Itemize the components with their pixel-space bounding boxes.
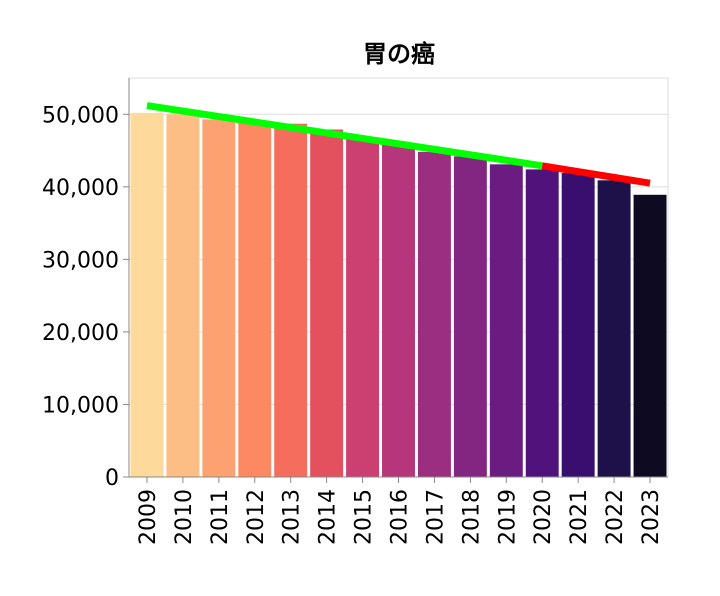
x-tick-label: 2009 [136,489,161,545]
x-tick-label: 2016 [388,489,413,545]
trend-lines [146,102,651,187]
bar [417,151,451,477]
bar [453,156,487,477]
y-tick-label: 40,000 [42,176,119,201]
x-tick-label: 2019 [495,489,520,545]
bar [489,164,523,477]
bars [130,112,667,478]
x-tick-label: 2011 [208,489,233,545]
bar [238,120,272,477]
x-tick-label: 2017 [423,489,448,545]
trend-line [146,102,543,170]
y-tick-label: 20,000 [42,321,119,346]
x-tick-label: 2010 [172,489,197,545]
bar [202,119,236,478]
bar [561,173,595,477]
x-tick-label: 2023 [639,489,664,545]
x-tick-label: 2022 [603,489,628,545]
bar [382,144,415,477]
bar [166,114,200,477]
x-tick-label: 2013 [280,489,305,545]
chart-title: 胃の癌 [363,40,435,68]
x-axis-ticks: 2009 2010 2011 2012 2013 2014 2015 2016 2017 2018… [136,477,664,545]
x-tick-label: 2012 [244,489,269,545]
y-tick-label: 10,000 [42,393,119,418]
x-tick-label: 2018 [459,489,484,545]
y-tick-label: 0 [105,466,119,491]
trend-line [541,162,651,187]
x-tick-label: 2021 [567,489,592,545]
bar [525,169,559,477]
bar [274,123,308,477]
bar [310,129,344,478]
bar [130,112,164,478]
x-tick-label: 2014 [316,489,341,545]
y-axis-ticks: 0 10,000 20,000 30,000 40,000 50,000 [42,103,129,491]
bar [346,138,380,478]
x-tick-label: 2020 [531,489,556,545]
bar [597,180,631,477]
bar [633,194,667,477]
y-tick-label: 50,000 [42,103,119,128]
x-tick-label: 2015 [352,489,377,545]
y-tick-label: 30,000 [42,248,119,273]
